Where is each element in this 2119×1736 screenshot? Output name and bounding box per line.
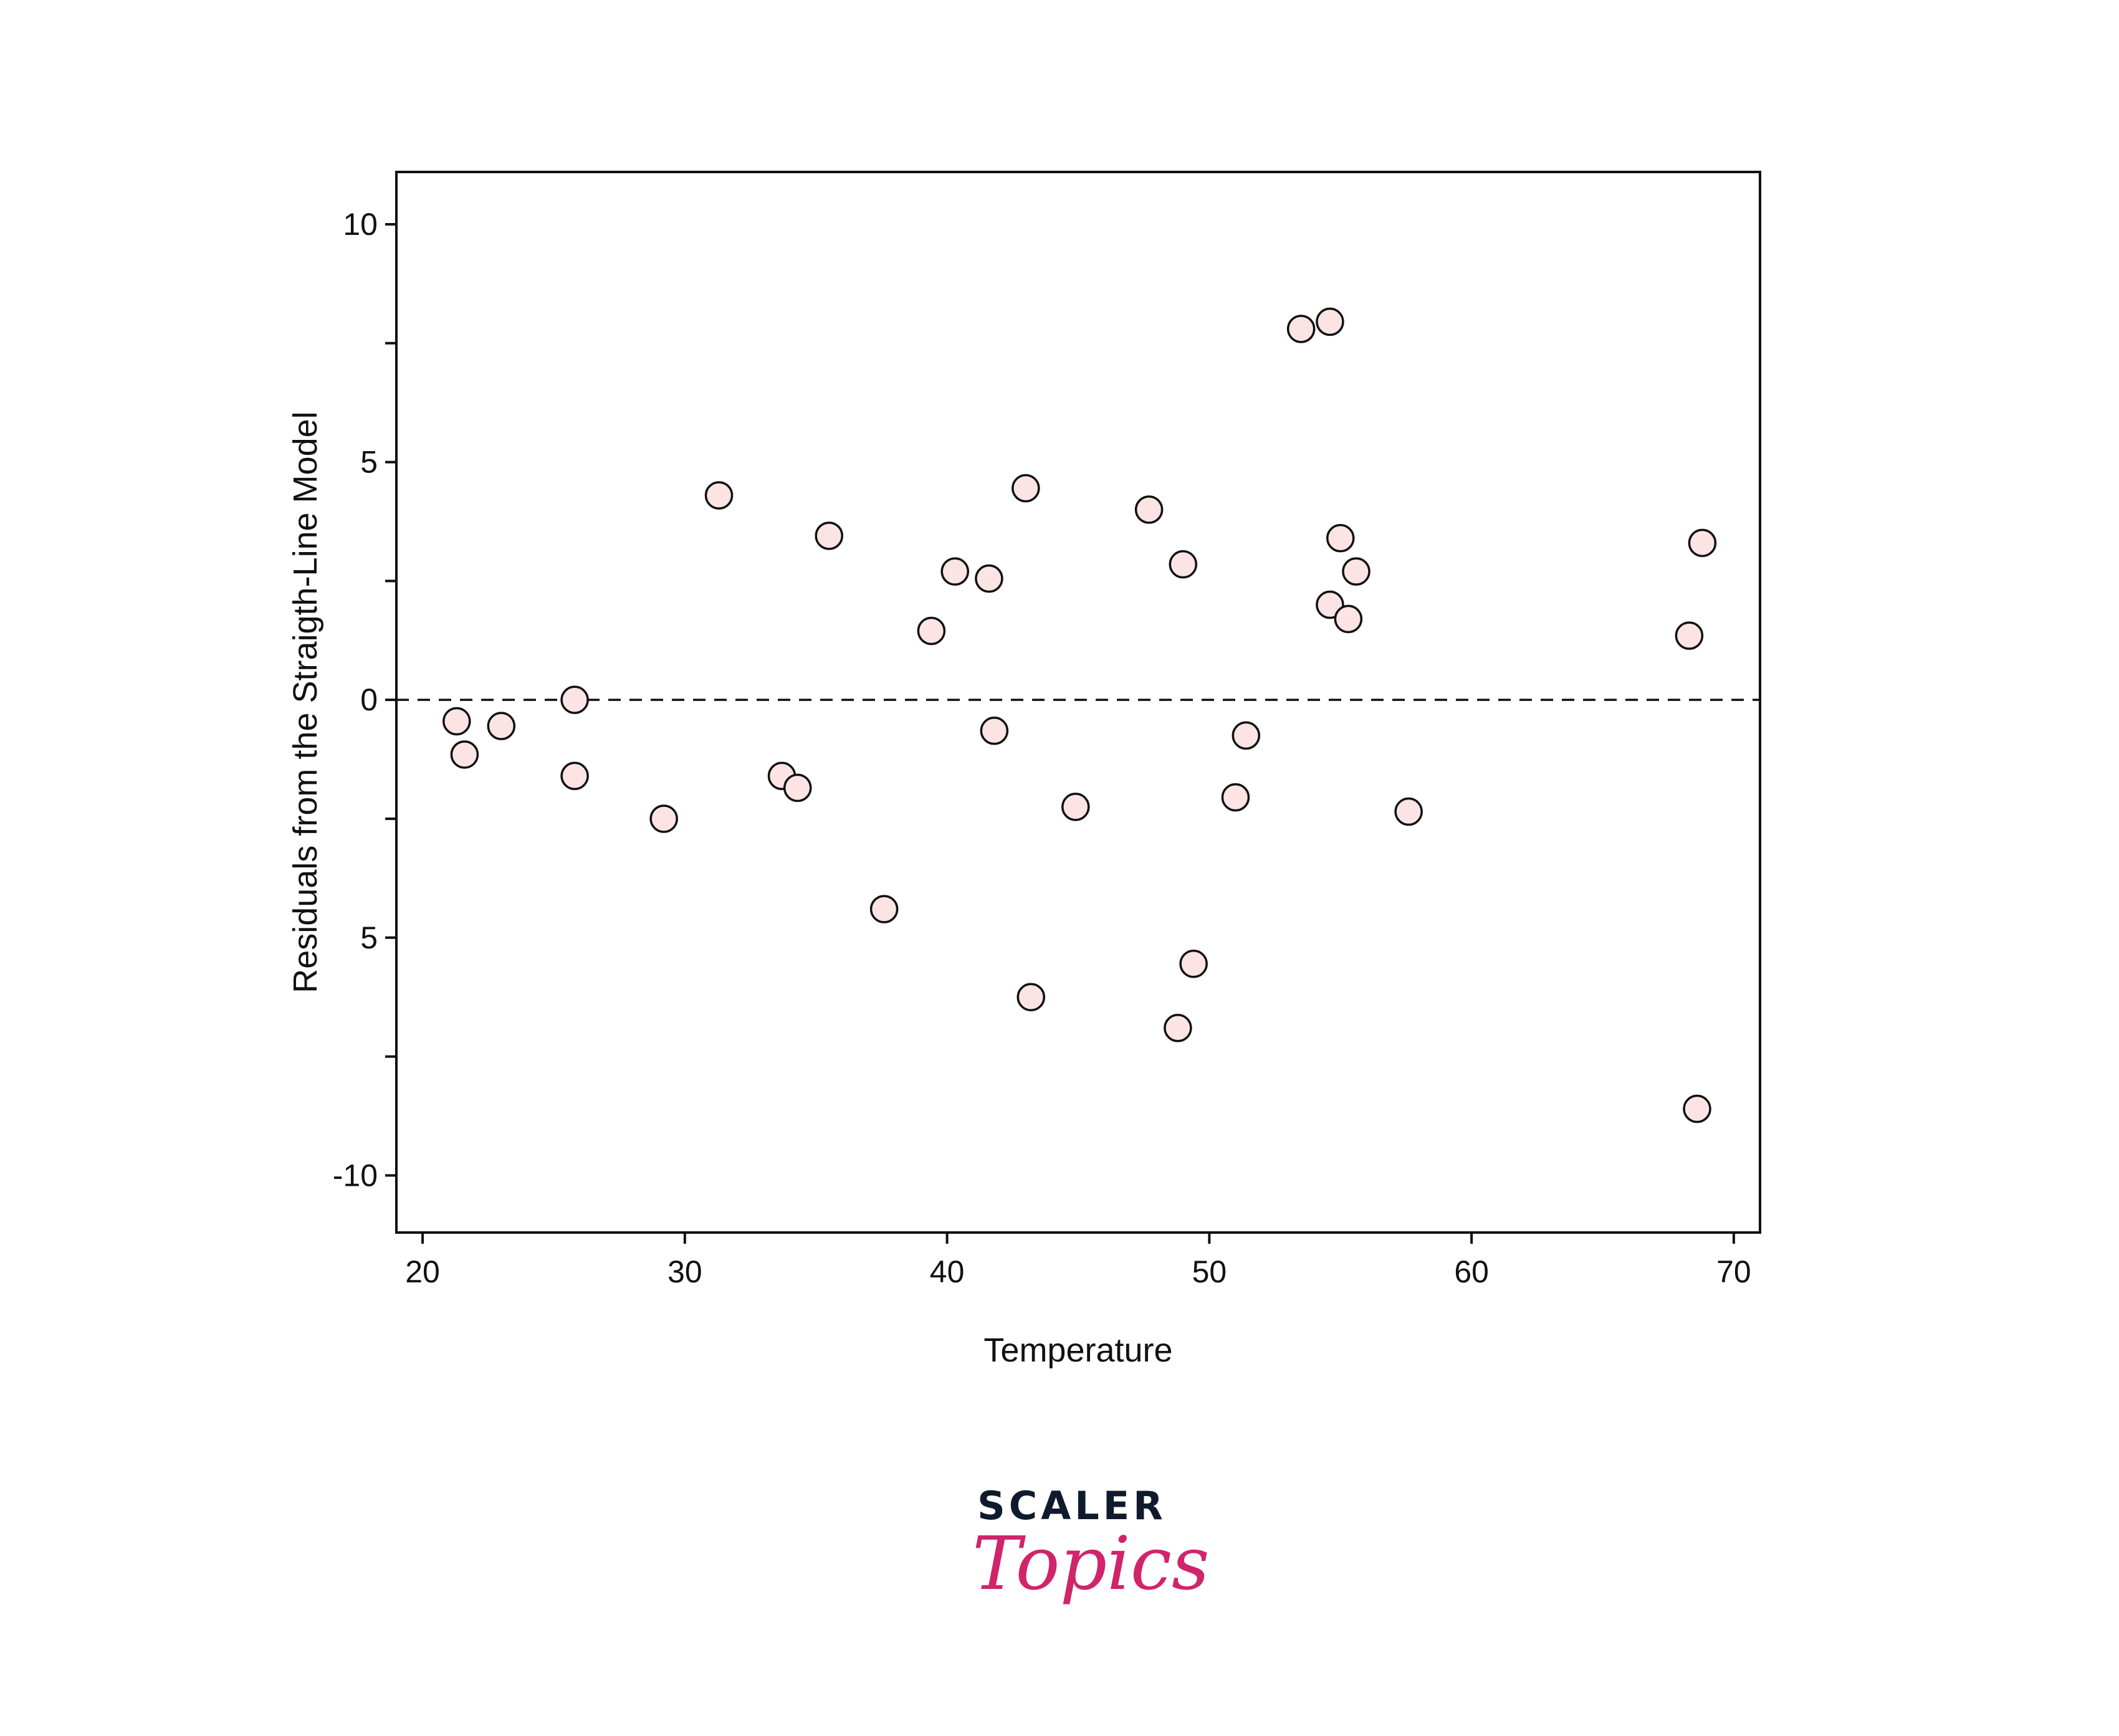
y-tick-label: 5 xyxy=(360,920,378,955)
scatter-point xyxy=(1334,604,1363,634)
x-tick-label: 60 xyxy=(1454,1254,1489,1289)
scatter-point xyxy=(560,685,589,714)
scatter-point xyxy=(649,804,678,833)
scatter-point xyxy=(1012,474,1040,503)
scaler-topics-logo: SCALER Topics xyxy=(972,1483,1210,1645)
scatter-point xyxy=(1221,783,1250,812)
y-axis-label: Residuals from the Straigth-Line Model xyxy=(287,411,324,993)
x-tick-label: 30 xyxy=(667,1254,702,1289)
scatter-point xyxy=(487,712,516,740)
x-tick-label: 50 xyxy=(1192,1254,1227,1289)
scatter-point xyxy=(1688,528,1717,558)
logo-topics-text: Topics xyxy=(972,1520,1210,1606)
y-axis-ticks: 10 5 0 5 -10 xyxy=(333,207,396,1193)
logo-scaler-text: SCALER xyxy=(977,1483,1167,1529)
scatter-point xyxy=(1016,983,1046,1011)
y-tick-label: -10 xyxy=(333,1158,378,1193)
scatter-point xyxy=(869,895,899,923)
data-points xyxy=(442,307,1717,1123)
scatter-point xyxy=(450,740,479,769)
y-tick-label: 0 xyxy=(360,682,378,717)
scatter-point xyxy=(1316,307,1344,336)
scatter-point xyxy=(1286,315,1316,343)
scatter-point xyxy=(917,616,946,646)
scatter-point xyxy=(1134,495,1164,524)
scatter-point xyxy=(560,761,589,791)
scatter-point xyxy=(442,707,471,736)
plot-frame xyxy=(395,171,1761,1234)
x-axis-label: Temperature xyxy=(983,1332,1172,1369)
scatter-point xyxy=(783,773,812,803)
scatter-point xyxy=(1675,621,1704,650)
scatter-point xyxy=(1169,550,1198,579)
scatter-point xyxy=(704,481,734,510)
scatter-point xyxy=(1394,797,1423,826)
x-axis-ticks: 20 30 40 50 60 70 xyxy=(405,1233,1751,1289)
x-tick-label: 70 xyxy=(1716,1254,1751,1289)
scatter-point xyxy=(1342,557,1370,586)
scatter-point xyxy=(940,557,969,586)
x-tick-label: 20 xyxy=(405,1254,440,1289)
scatter-point xyxy=(980,717,1009,745)
scatter-point xyxy=(1164,1014,1192,1042)
y-tick-label: 10 xyxy=(343,207,378,242)
scatter-point xyxy=(1326,523,1355,553)
scatter-point xyxy=(1683,1094,1711,1123)
scatter-point xyxy=(815,522,844,550)
x-tick-label: 40 xyxy=(930,1254,965,1289)
y-tick-label: 5 xyxy=(360,445,378,480)
scatter-point xyxy=(1179,950,1208,978)
scatter-point xyxy=(1232,721,1261,750)
scatter-point xyxy=(1061,793,1090,821)
scatter-point xyxy=(975,564,1003,593)
